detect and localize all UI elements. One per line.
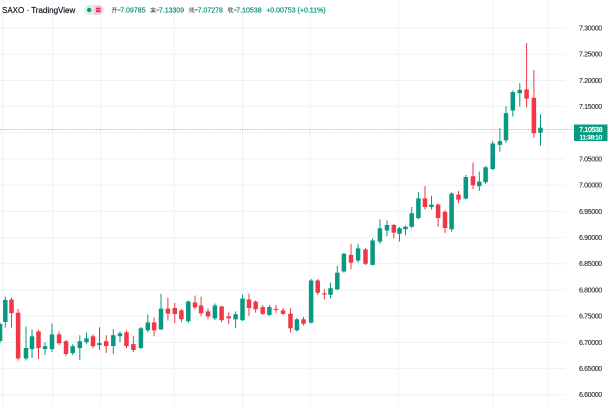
svg-text:=: = <box>156 8 160 14</box>
svg-text:7.10538: 7.10538 <box>579 127 602 134</box>
svg-text:7.09785: 7.09785 <box>120 8 145 15</box>
svg-text:6.80000: 6.80000 <box>579 287 602 294</box>
svg-text:7.25000: 7.25000 <box>579 52 602 59</box>
svg-text:6.75000: 6.75000 <box>579 314 602 321</box>
svg-text:7.00000: 7.00000 <box>579 183 602 190</box>
svg-text:6.95000: 6.95000 <box>579 209 602 216</box>
svg-text:6.70000: 6.70000 <box>579 340 602 347</box>
svg-text:11:38:10: 11:38:10 <box>579 134 602 141</box>
svg-text:7.30000: 7.30000 <box>579 25 602 32</box>
svg-text:6.60000: 6.60000 <box>579 392 602 399</box>
svg-text:7.20000: 7.20000 <box>579 78 602 85</box>
svg-text:6.90000: 6.90000 <box>579 235 602 242</box>
svg-text:=: = <box>117 8 121 14</box>
svg-text:7.10538: 7.10538 <box>236 8 261 15</box>
svg-text:6.65000: 6.65000 <box>579 366 602 373</box>
svg-text:7.13309: 7.13309 <box>159 8 184 15</box>
svg-text:7.07278: 7.07278 <box>198 8 223 15</box>
svg-text:7.05000: 7.05000 <box>579 156 602 163</box>
svg-text:+0.00753 (+0.11%): +0.00753 (+0.11%) <box>266 8 325 15</box>
svg-text:=: = <box>195 8 199 14</box>
svg-text:=: = <box>234 8 238 14</box>
svg-text:7.15000: 7.15000 <box>579 104 602 111</box>
svg-text:6.85000: 6.85000 <box>579 261 602 268</box>
svg-text:SAXO · TradingView: SAXO · TradingView <box>2 6 75 15</box>
